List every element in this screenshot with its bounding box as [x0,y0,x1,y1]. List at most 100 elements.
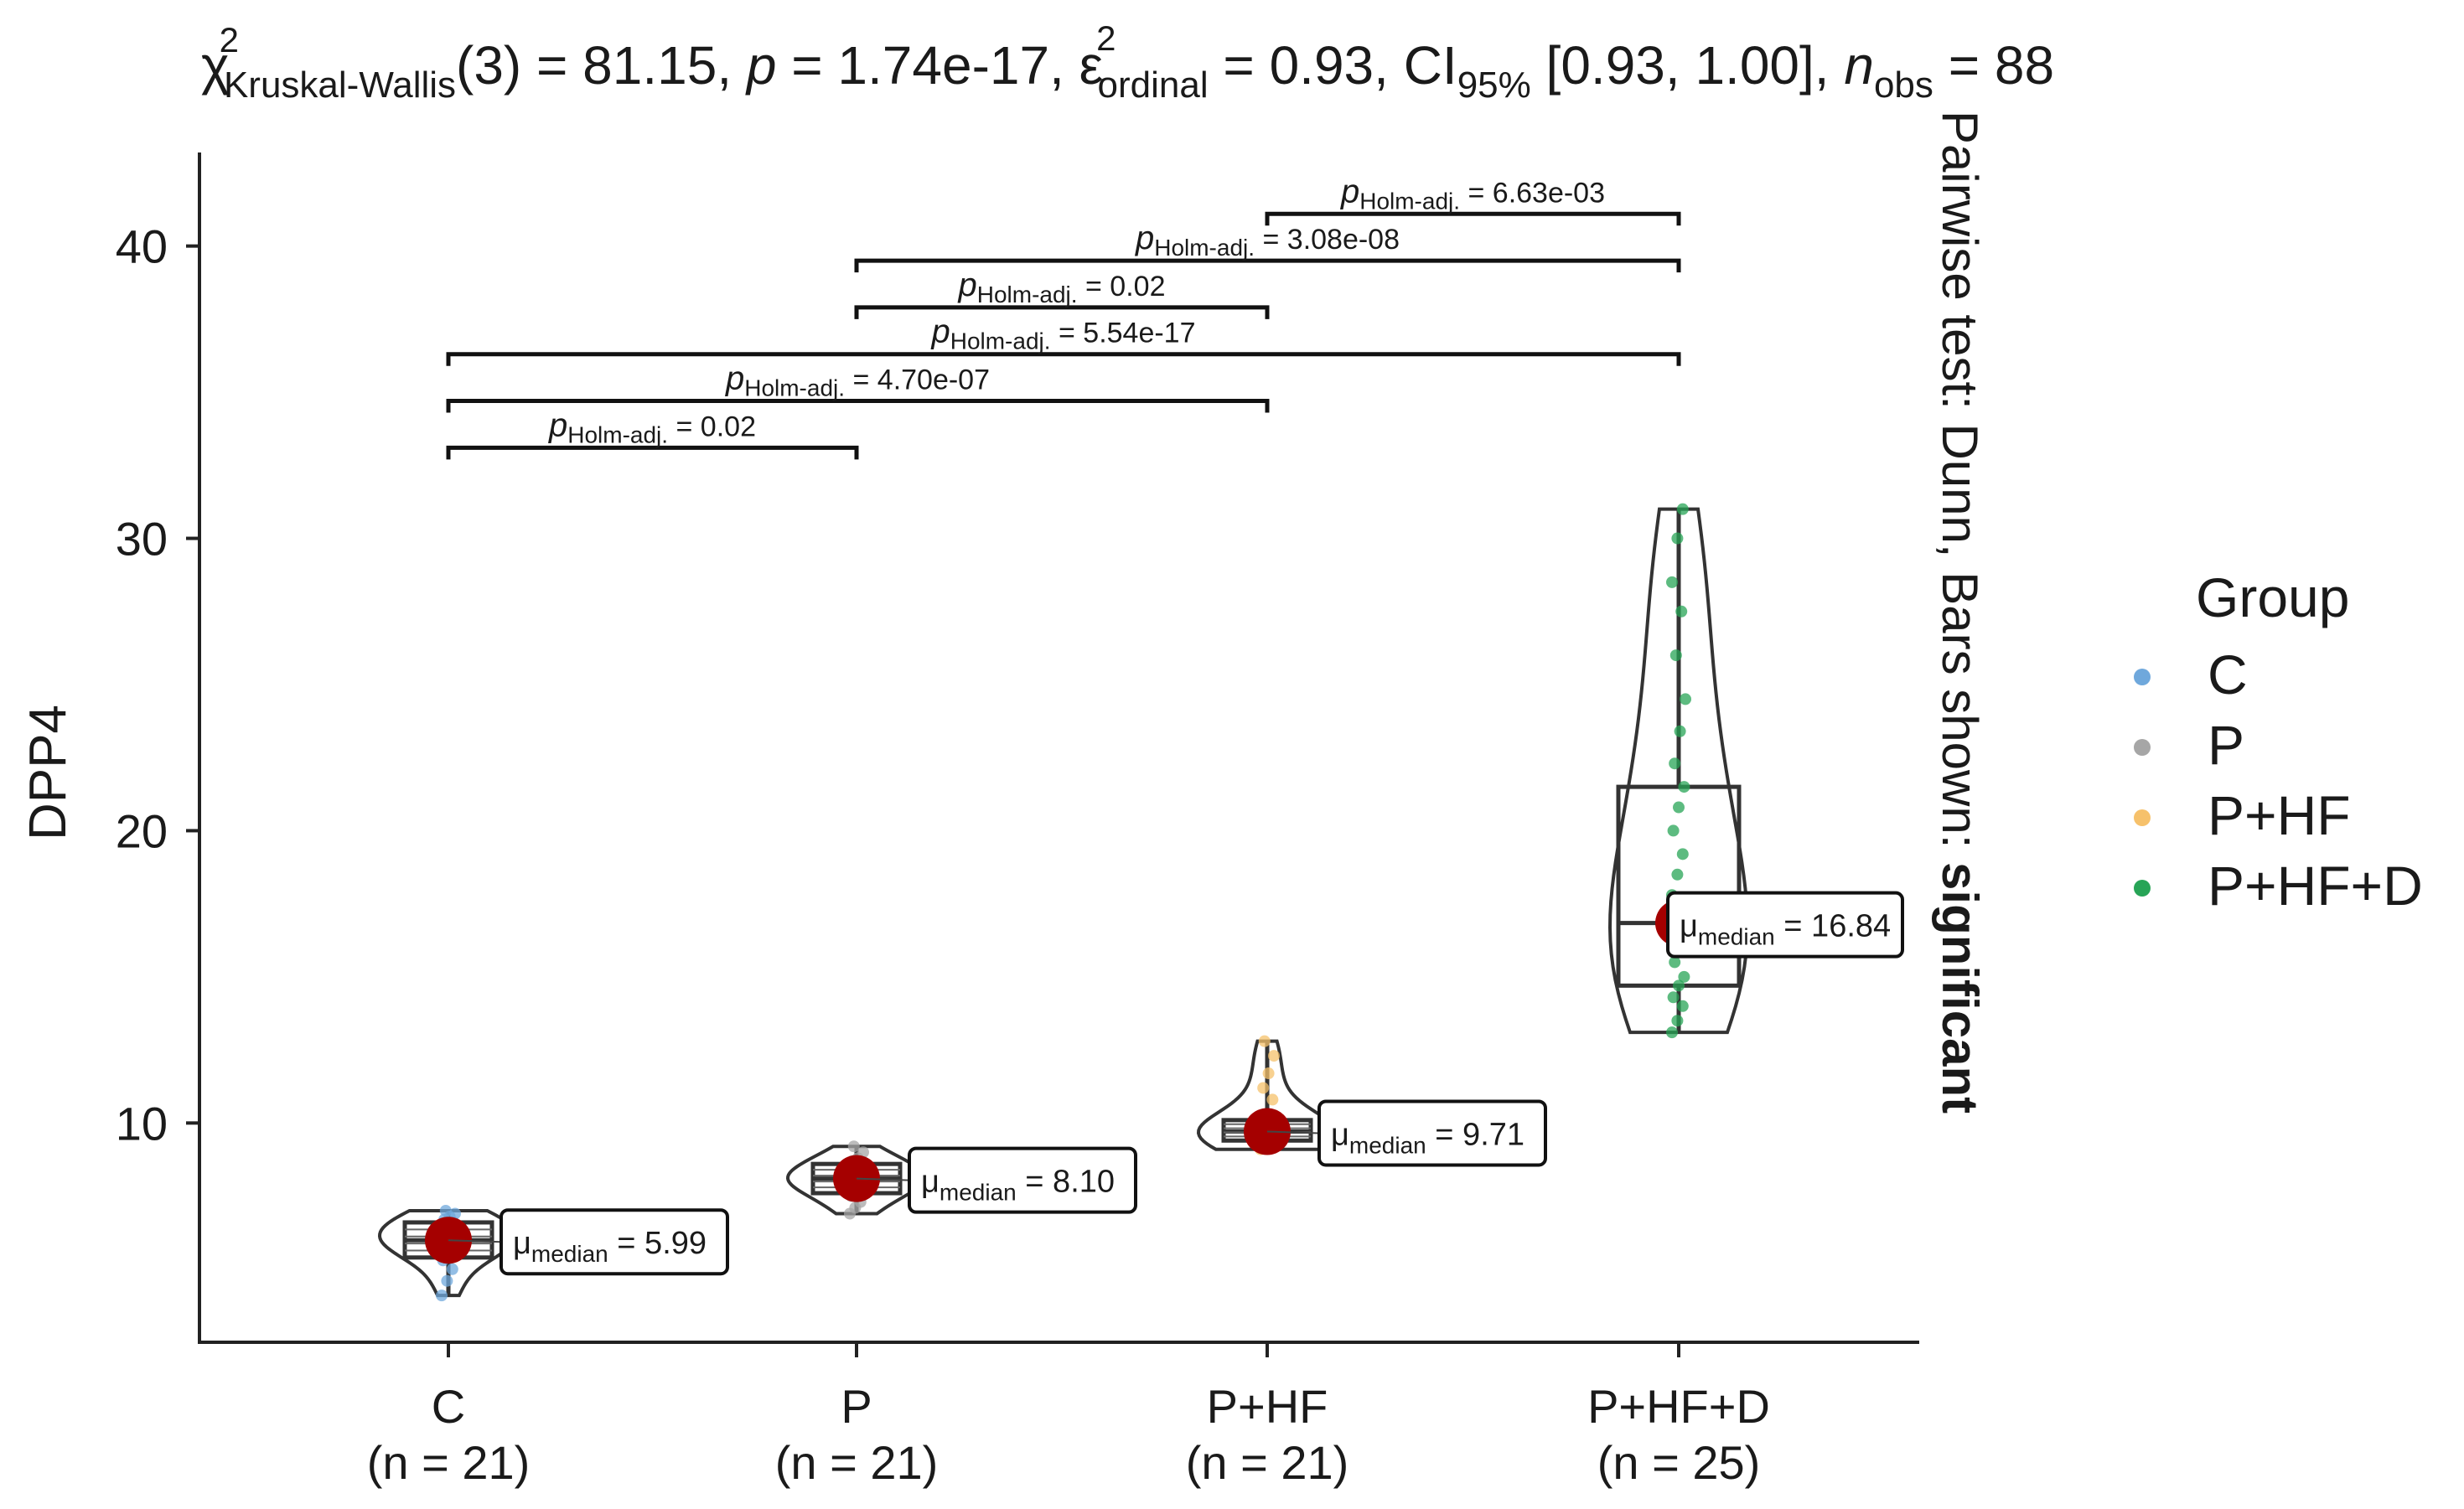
median-label-sub: median [1698,924,1775,950]
x-tick-label: P+HF+D [1587,1380,1770,1433]
median-label-value: = 9.71 [1426,1117,1524,1152]
data-point-P+HF+D [1678,781,1690,793]
comparison-p-sub: Holm-adj. [1154,235,1255,261]
median-label-value: = 16.84 [1775,909,1891,944]
comparison-p-sub: Holm-adj. [977,282,1078,307]
comparison-bracket [854,258,1681,273]
data-point-P+HF+D [1669,649,1682,662]
comparison-p-value: = 3.08e-08 [1255,224,1400,256]
median-label-box-1 [908,1146,1137,1214]
comparison-label: pHolm-adj. = 0.02 [548,406,756,447]
median-label-value: = 8.10 [1017,1165,1115,1200]
median-label-box-3 [1666,891,1904,959]
data-point-P+HF+D [1671,868,1684,881]
x-tick-n-label: (n = 21) [1186,1436,1349,1489]
comparison-p: p [548,406,567,443]
y-tick-label: 40 [116,220,168,273]
comparison-p: p [930,313,950,350]
median-label-2: μmedian = 9.71 [1331,1117,1524,1158]
data-point-P+HF+D [1671,1015,1684,1027]
legend-label-P: P [2208,714,2244,776]
title-n-sub: obs [1874,65,1933,106]
title-p-label: p [745,35,777,96]
data-point-P+HF [1258,1035,1271,1047]
chart-title: χ2 Kruskal-Wallis(3) = 81.15, p = 1.74e-1… [201,18,2054,106]
comparison-p-sub: Holm-adj. [1359,188,1460,214]
title-eps: ε [1079,35,1104,96]
axes [198,152,1919,1344]
comparison-bracket [446,399,1270,413]
data-point-P+HF+D [1673,979,1685,992]
title-chi-sup: 2 [220,20,239,59]
title-n-value: = 88 [1933,35,2054,96]
median-label-0: μmedian = 5.99 [513,1226,707,1267]
comparison-bracket [1265,211,1681,226]
data-point-P+HF+D [1676,503,1689,515]
data-point-P [857,1146,869,1159]
data-point-C [441,1274,453,1287]
comparison-p-sub: Holm-adj. [744,375,845,401]
title-ci-value: [0.93, 1.00], [1531,35,1845,96]
data-point-C [436,1289,448,1302]
x-tick-label: P [841,1380,872,1433]
y-ticks: 10 20 30 40 [116,220,199,1150]
title-chi: χ [201,35,230,96]
data-point-P+HF+D [1667,824,1680,837]
title-eps-sup: 2 [1096,18,1116,58]
median-label-sub: median [940,1180,1017,1206]
side-caption-plain: Pairwise test: Dunn, Bars shown: [1932,111,1988,862]
comparison-label: pHolm-adj. = 0.02 [958,266,1166,307]
data-point-P+HF+D [1671,532,1684,545]
title-chi-sub: Kruskal-Wallis [224,65,456,106]
y-tick-label: 20 [116,804,168,857]
median-label-leader [1266,1130,1320,1134]
data-point-P+HF [1262,1067,1275,1080]
title-df: (3) = 81.15, [456,35,747,96]
comparison-p: p [1340,173,1359,209]
data-point-P+HF+D [1676,848,1689,860]
x-tick-n-label: (n = 25) [1597,1436,1761,1489]
legend-label-P+HF+D: P+HF+D [2208,855,2423,917]
data-point-P+HF+D [1666,1026,1678,1039]
median-label-box-0 [500,1208,729,1276]
title-ci-sub: 95% [1457,65,1531,106]
data-point-P+HF [1257,1082,1270,1094]
median-label-mu: μ [1680,909,1698,944]
data-point-P+HF+D [1678,970,1690,983]
median-label-mu: μ [921,1165,940,1200]
legend-key-P+HF [2134,809,2151,826]
side-caption: Pairwise test: Dunn, Bars shown: signifi… [1932,111,1988,1114]
median-label-leader [448,1239,502,1243]
legend-key-C [2134,669,2151,685]
y-tick-label: 10 [116,1097,168,1150]
median-label-sub: median [1349,1132,1426,1158]
median-label-mu: μ [1331,1117,1349,1152]
data-point-P+HF+D [1667,991,1680,1004]
median-label-leader [856,1177,910,1181]
comparison-label: pHolm-adj. = 4.70e-07 [725,360,990,401]
comparison-p-sub: Holm-adj. [950,328,1051,354]
comparison-p-value: = 0.02 [668,411,756,442]
data-point-P+HF [1268,1050,1280,1062]
data-point-P [847,1140,860,1153]
data-point-C [446,1263,458,1275]
comparison-p: p [1135,220,1154,256]
comparison-p-value: = 5.54e-17 [1051,318,1196,349]
comparison-p-value: = 0.02 [1078,271,1166,302]
comparison-label: pHolm-adj. = 3.08e-08 [1135,220,1400,261]
title-p-value: = 1.74e-17, [776,35,1079,96]
y-tick-label: 30 [116,513,168,566]
comparison-bracket [446,352,1681,366]
data-point-P+HF+D [1669,757,1681,770]
title-eps-value: = 0.93, CI [1209,35,1457,96]
x-tick-n-label: (n = 21) [775,1436,939,1489]
median-label-3: μmedian = 16.84 [1680,909,1891,950]
data-point-P+HF+D [1674,725,1686,737]
violin-2 [1196,1039,1338,1151]
data-point-P+HF+D [1666,576,1678,588]
data-point-P+HF+D [1673,801,1685,814]
comparison-label: pHolm-adj. = 5.54e-17 [930,313,1195,354]
